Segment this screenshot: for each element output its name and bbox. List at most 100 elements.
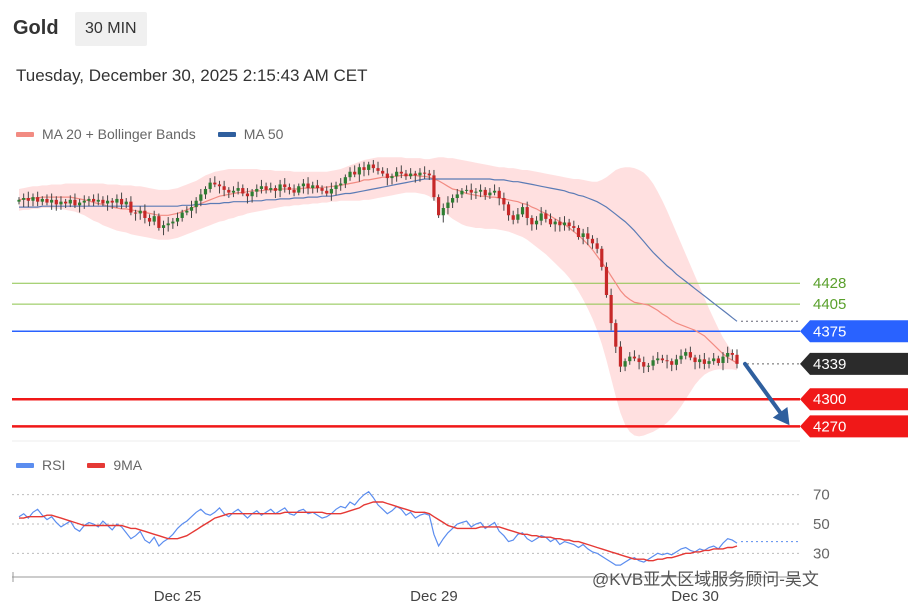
candle-body [227, 189, 231, 193]
candle [343, 174, 347, 189]
candle [726, 346, 730, 363]
candle [376, 161, 380, 175]
candle [334, 181, 338, 196]
candle-body [26, 198, 30, 201]
candle-body [572, 226, 576, 228]
candle-body [78, 202, 82, 206]
candle-body [129, 201, 133, 213]
candle [189, 200, 194, 218]
candle [735, 349, 739, 369]
candle [255, 184, 259, 198]
candle-body [562, 222, 567, 226]
candle [609, 288, 613, 331]
legend-item-ma50: MA 50 [217, 126, 283, 142]
candle-body [688, 352, 692, 358]
candle [506, 201, 511, 221]
timeframe-badge[interactable]: 30 MIN [75, 12, 147, 46]
candle [712, 353, 716, 365]
candle [590, 235, 595, 249]
candle [68, 195, 72, 208]
candle [26, 191, 30, 208]
candle [604, 262, 609, 298]
watermark-text: @KVB亚太区域服务顾问-吴文 [592, 570, 819, 589]
level-tag-4270: 4270 [800, 415, 908, 438]
candle [36, 191, 40, 207]
candle [45, 194, 49, 206]
candle [194, 197, 198, 214]
candle-body [581, 233, 585, 237]
candle [203, 186, 208, 199]
candle-body [469, 189, 473, 193]
candle [483, 187, 487, 200]
bollinger-band [19, 157, 737, 437]
candle [199, 188, 203, 207]
candle-body [595, 243, 599, 249]
candle-body [730, 353, 734, 355]
candle-body [423, 172, 427, 174]
candle-body [152, 216, 156, 222]
candle-body [133, 212, 138, 214]
candle-body [390, 176, 394, 179]
candle [245, 188, 250, 204]
candle-body [409, 173, 413, 177]
candle-body [59, 201, 63, 205]
candle-body [497, 190, 501, 199]
forecast-arrow-shaft [743, 361, 788, 423]
candle [698, 354, 702, 369]
legend-label-ma20: MA 20 + Bollinger Bands [42, 126, 196, 142]
candle-body [138, 210, 142, 214]
candle [385, 168, 389, 186]
candle-body [36, 197, 40, 202]
level-label-4300: 4300 [813, 391, 846, 408]
candle-body [674, 359, 678, 365]
candle-body [301, 183, 306, 187]
candle-body [395, 171, 399, 177]
candle [418, 168, 422, 182]
candle [283, 178, 287, 193]
level-tag-4300: 4300 [800, 388, 908, 411]
level-tag-bg [800, 352, 908, 375]
candle-body [651, 360, 655, 366]
candle [427, 169, 431, 180]
candle [22, 193, 26, 208]
candle [315, 179, 319, 193]
candle [576, 225, 581, 240]
candle [54, 196, 58, 211]
candle-body [530, 217, 534, 225]
candle [656, 352, 660, 364]
candle-body [175, 217, 180, 222]
candle-body [259, 186, 264, 189]
candle-body [362, 167, 366, 170]
candle-body [548, 218, 553, 225]
candle [329, 182, 333, 201]
level-label-4270: 4270 [813, 418, 846, 435]
candle [413, 170, 417, 183]
candle-body [264, 186, 268, 190]
chart-datetime: Tuesday, December 30, 2025 2:15:43 AM CE… [16, 66, 368, 85]
candle [91, 194, 96, 207]
candle [399, 165, 403, 179]
candle [264, 182, 268, 194]
candle [455, 188, 459, 203]
candle-body [283, 184, 287, 188]
candle [464, 185, 469, 194]
candle-body [670, 361, 674, 365]
candle [180, 209, 184, 222]
candle-body [297, 186, 301, 193]
candle-body [180, 212, 184, 218]
candle [157, 213, 161, 231]
candle [325, 186, 329, 197]
candle [446, 196, 450, 215]
level-label-4375: 4375 [813, 323, 846, 340]
candle-body [315, 185, 319, 189]
candle-body [684, 352, 688, 356]
candle [623, 358, 627, 372]
candle-body [637, 358, 641, 363]
candle-body [413, 173, 417, 176]
candle-body [250, 191, 254, 197]
candle [632, 350, 637, 362]
candle [133, 209, 138, 221]
candle-body [600, 248, 604, 267]
candle-body [544, 213, 548, 219]
